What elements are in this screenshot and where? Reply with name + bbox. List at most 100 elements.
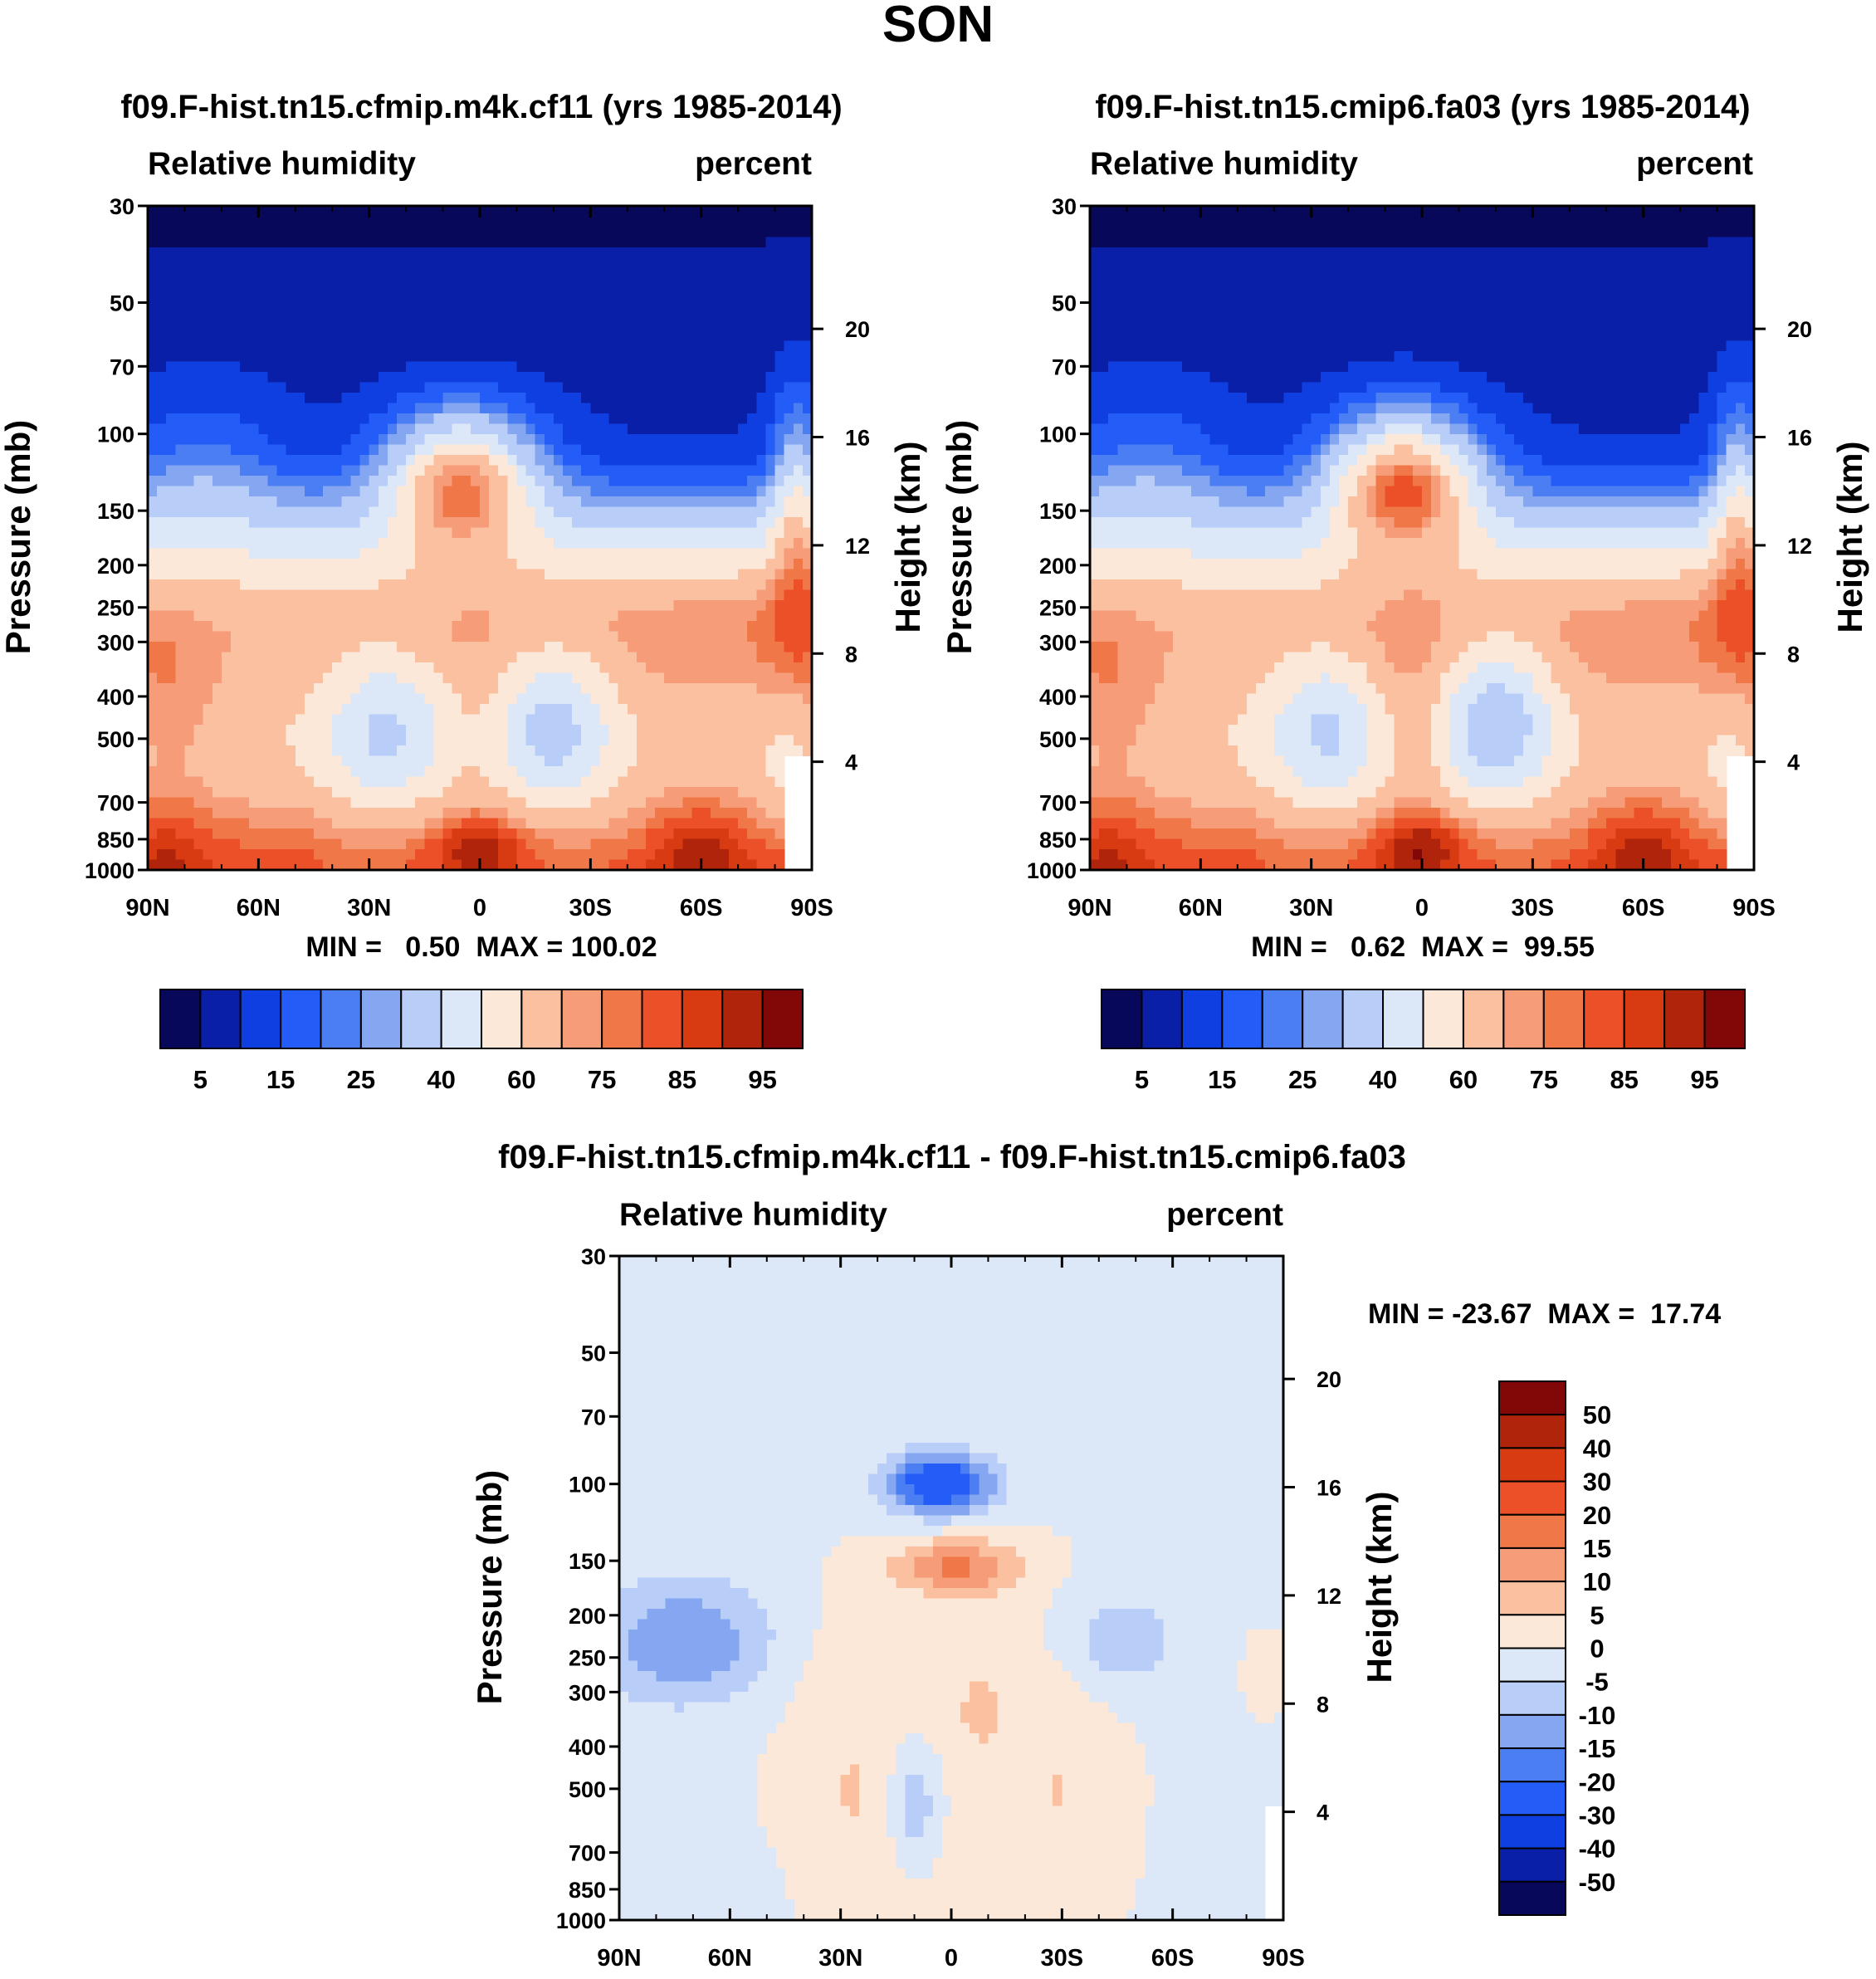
stats-text: MIN = 0.62 MAX = 99.55 — [1251, 931, 1595, 963]
colorbar-label: 15 — [1583, 1534, 1611, 1563]
colorbar-box — [520, 989, 563, 1049]
y-tick-label: 700 — [569, 1841, 606, 1866]
colorbar-box — [1462, 989, 1505, 1049]
y2-tick-label: 8 — [1317, 1692, 1329, 1717]
colorbar-label: 25 — [347, 1065, 375, 1094]
colorbar-box — [1498, 1380, 1566, 1416]
y-tick-label: 500 — [1039, 727, 1077, 752]
colorbar-box — [1542, 989, 1585, 1049]
colorbar-box — [1422, 989, 1464, 1049]
units-label: percent — [1166, 1197, 1283, 1233]
y-tick-label: 1000 — [1027, 858, 1077, 883]
colorbar-label: 15 — [266, 1065, 295, 1094]
y-tick-label: 30 — [581, 1244, 606, 1269]
y2-tick-label: 4 — [1787, 750, 1800, 775]
x-tick-label: 0 — [945, 1945, 958, 1972]
x-tick-label: 90S — [1262, 1945, 1305, 1972]
colorbar-box — [320, 989, 362, 1049]
colorbar-box — [1498, 1480, 1566, 1516]
colorbar-box — [440, 989, 482, 1049]
panel-title: f09.F-hist.tn15.cfmip.m4k.cf11 (yrs 1985… — [120, 89, 842, 125]
x-tick-label: 60N — [708, 1945, 752, 1972]
colorbar-label: 0 — [1590, 1635, 1604, 1664]
y-tick-label: 200 — [1039, 554, 1077, 579]
x-tick-label: 30N — [818, 1945, 862, 1972]
y2-axis-label: Height (km) — [888, 442, 927, 633]
x-tick-label: 90N — [1067, 895, 1111, 921]
y-tick-label: 1000 — [85, 858, 134, 883]
y2-tick-label: 16 — [1787, 426, 1812, 451]
contour-plot: 90N 60N 30N 0 30S 60S 90S 30 50 70 100 150 200 250 300… — [85, 194, 870, 921]
colorbar-label: 85 — [1610, 1065, 1638, 1094]
colorbar-box — [1498, 1847, 1566, 1883]
y-tick-label: 400 — [569, 1735, 606, 1760]
variable-label: Relative humidity — [148, 146, 416, 182]
y2-tick-label: 12 — [1317, 1584, 1341, 1609]
y2-tick-label: 20 — [1787, 317, 1812, 342]
colorbar-label: -20 — [1579, 1767, 1616, 1796]
colorbar-box — [1141, 989, 1183, 1049]
y-tick-label: 30 — [1052, 194, 1077, 219]
colorbar-label: 5 — [1590, 1600, 1604, 1630]
y2-tick-label: 8 — [1787, 642, 1800, 667]
y-tick-label: 500 — [569, 1777, 606, 1802]
colorbar-box — [560, 989, 603, 1049]
colorbar-box — [721, 989, 764, 1049]
y-tick-label: 100 — [1039, 423, 1077, 447]
y2-tick-label: 20 — [1317, 1367, 1341, 1392]
y2-axis-label: Height (km) — [1360, 1492, 1399, 1683]
colorbar-box — [1583, 989, 1625, 1049]
x-tick-label: 60N — [237, 895, 281, 921]
y-tick-label: 700 — [1039, 791, 1077, 816]
colorbar-label: -50 — [1579, 1868, 1616, 1897]
colorbar-box — [1498, 1447, 1566, 1483]
contour-fill — [148, 206, 813, 871]
y-tick-label: 850 — [1039, 828, 1077, 853]
y-tick-label: 100 — [569, 1473, 606, 1498]
y2-axis-label: Height (km) — [1830, 442, 1869, 633]
contour-plot: 90N 60N 30N 0 30S 60S 90S 30 50 70 100 150 200 250 300… — [556, 1244, 1341, 1972]
colorbar-box — [1498, 1581, 1566, 1616]
colorbar-box — [159, 989, 202, 1049]
y-tick-label: 250 — [1039, 596, 1077, 621]
colorbar-box — [1498, 1680, 1566, 1716]
x-tick-label: 90S — [790, 895, 833, 921]
page-title: SON — [882, 0, 994, 53]
y-tick-label: 300 — [569, 1680, 606, 1705]
x-tick-label: 90N — [597, 1945, 641, 1972]
x-tick-label: 30N — [1289, 895, 1333, 921]
colorbar-box — [1180, 989, 1224, 1049]
panel-ctrl: f09.F-hist.tn15.cmip6.fa03 (yrs 1985-201… — [940, 89, 1869, 1094]
colorbar: 5 15 25 40 60 75 85 95 — [159, 989, 804, 1094]
colorbar-box — [641, 989, 683, 1049]
y-tick-label: 150 — [569, 1549, 606, 1574]
y-tick-label: 200 — [569, 1604, 606, 1629]
y-tick-label: 1000 — [556, 1908, 606, 1933]
colorbar-box — [1498, 1414, 1566, 1449]
colorbar-box — [199, 989, 242, 1049]
colorbar-box — [481, 989, 523, 1049]
y-tick-label: 50 — [581, 1341, 606, 1366]
colorbar-box — [1498, 1547, 1566, 1583]
contour-plot: 90N 60N 30N 0 30S 60S 90S 30 50 70 100 150 200 250 300… — [1027, 194, 1812, 921]
variable-label: Relative humidity — [1090, 146, 1358, 182]
panel-title: f09.F-hist.tn15.cfmip.m4k.cf11 - f09.F-h… — [498, 1139, 1406, 1175]
colorbar-box — [1498, 1781, 1566, 1816]
y2-tick-label: 8 — [845, 642, 857, 667]
y-tick-label: 850 — [569, 1878, 606, 1903]
y-axis-label: Pressure (mb) — [940, 420, 979, 654]
y-tick-label: 300 — [1039, 630, 1077, 655]
colorbar-label: 95 — [1690, 1065, 1718, 1094]
colorbar-label: 25 — [1288, 1065, 1317, 1094]
contour-fill — [1090, 206, 1755, 871]
y-axis-label: Pressure (mb) — [470, 1470, 509, 1704]
colorbar-box — [1221, 989, 1263, 1049]
colorbar-box — [1498, 1713, 1566, 1750]
y-tick-label: 850 — [97, 828, 134, 853]
panel-diff: f09.F-hist.tn15.cfmip.m4k.cf11 - f09.F-h… — [470, 1139, 1721, 1972]
colorbar-box — [1498, 1614, 1566, 1649]
y-tick-label: 400 — [1039, 685, 1077, 710]
colorbar-box — [400, 989, 442, 1049]
x-tick-label: 60S — [680, 895, 723, 921]
